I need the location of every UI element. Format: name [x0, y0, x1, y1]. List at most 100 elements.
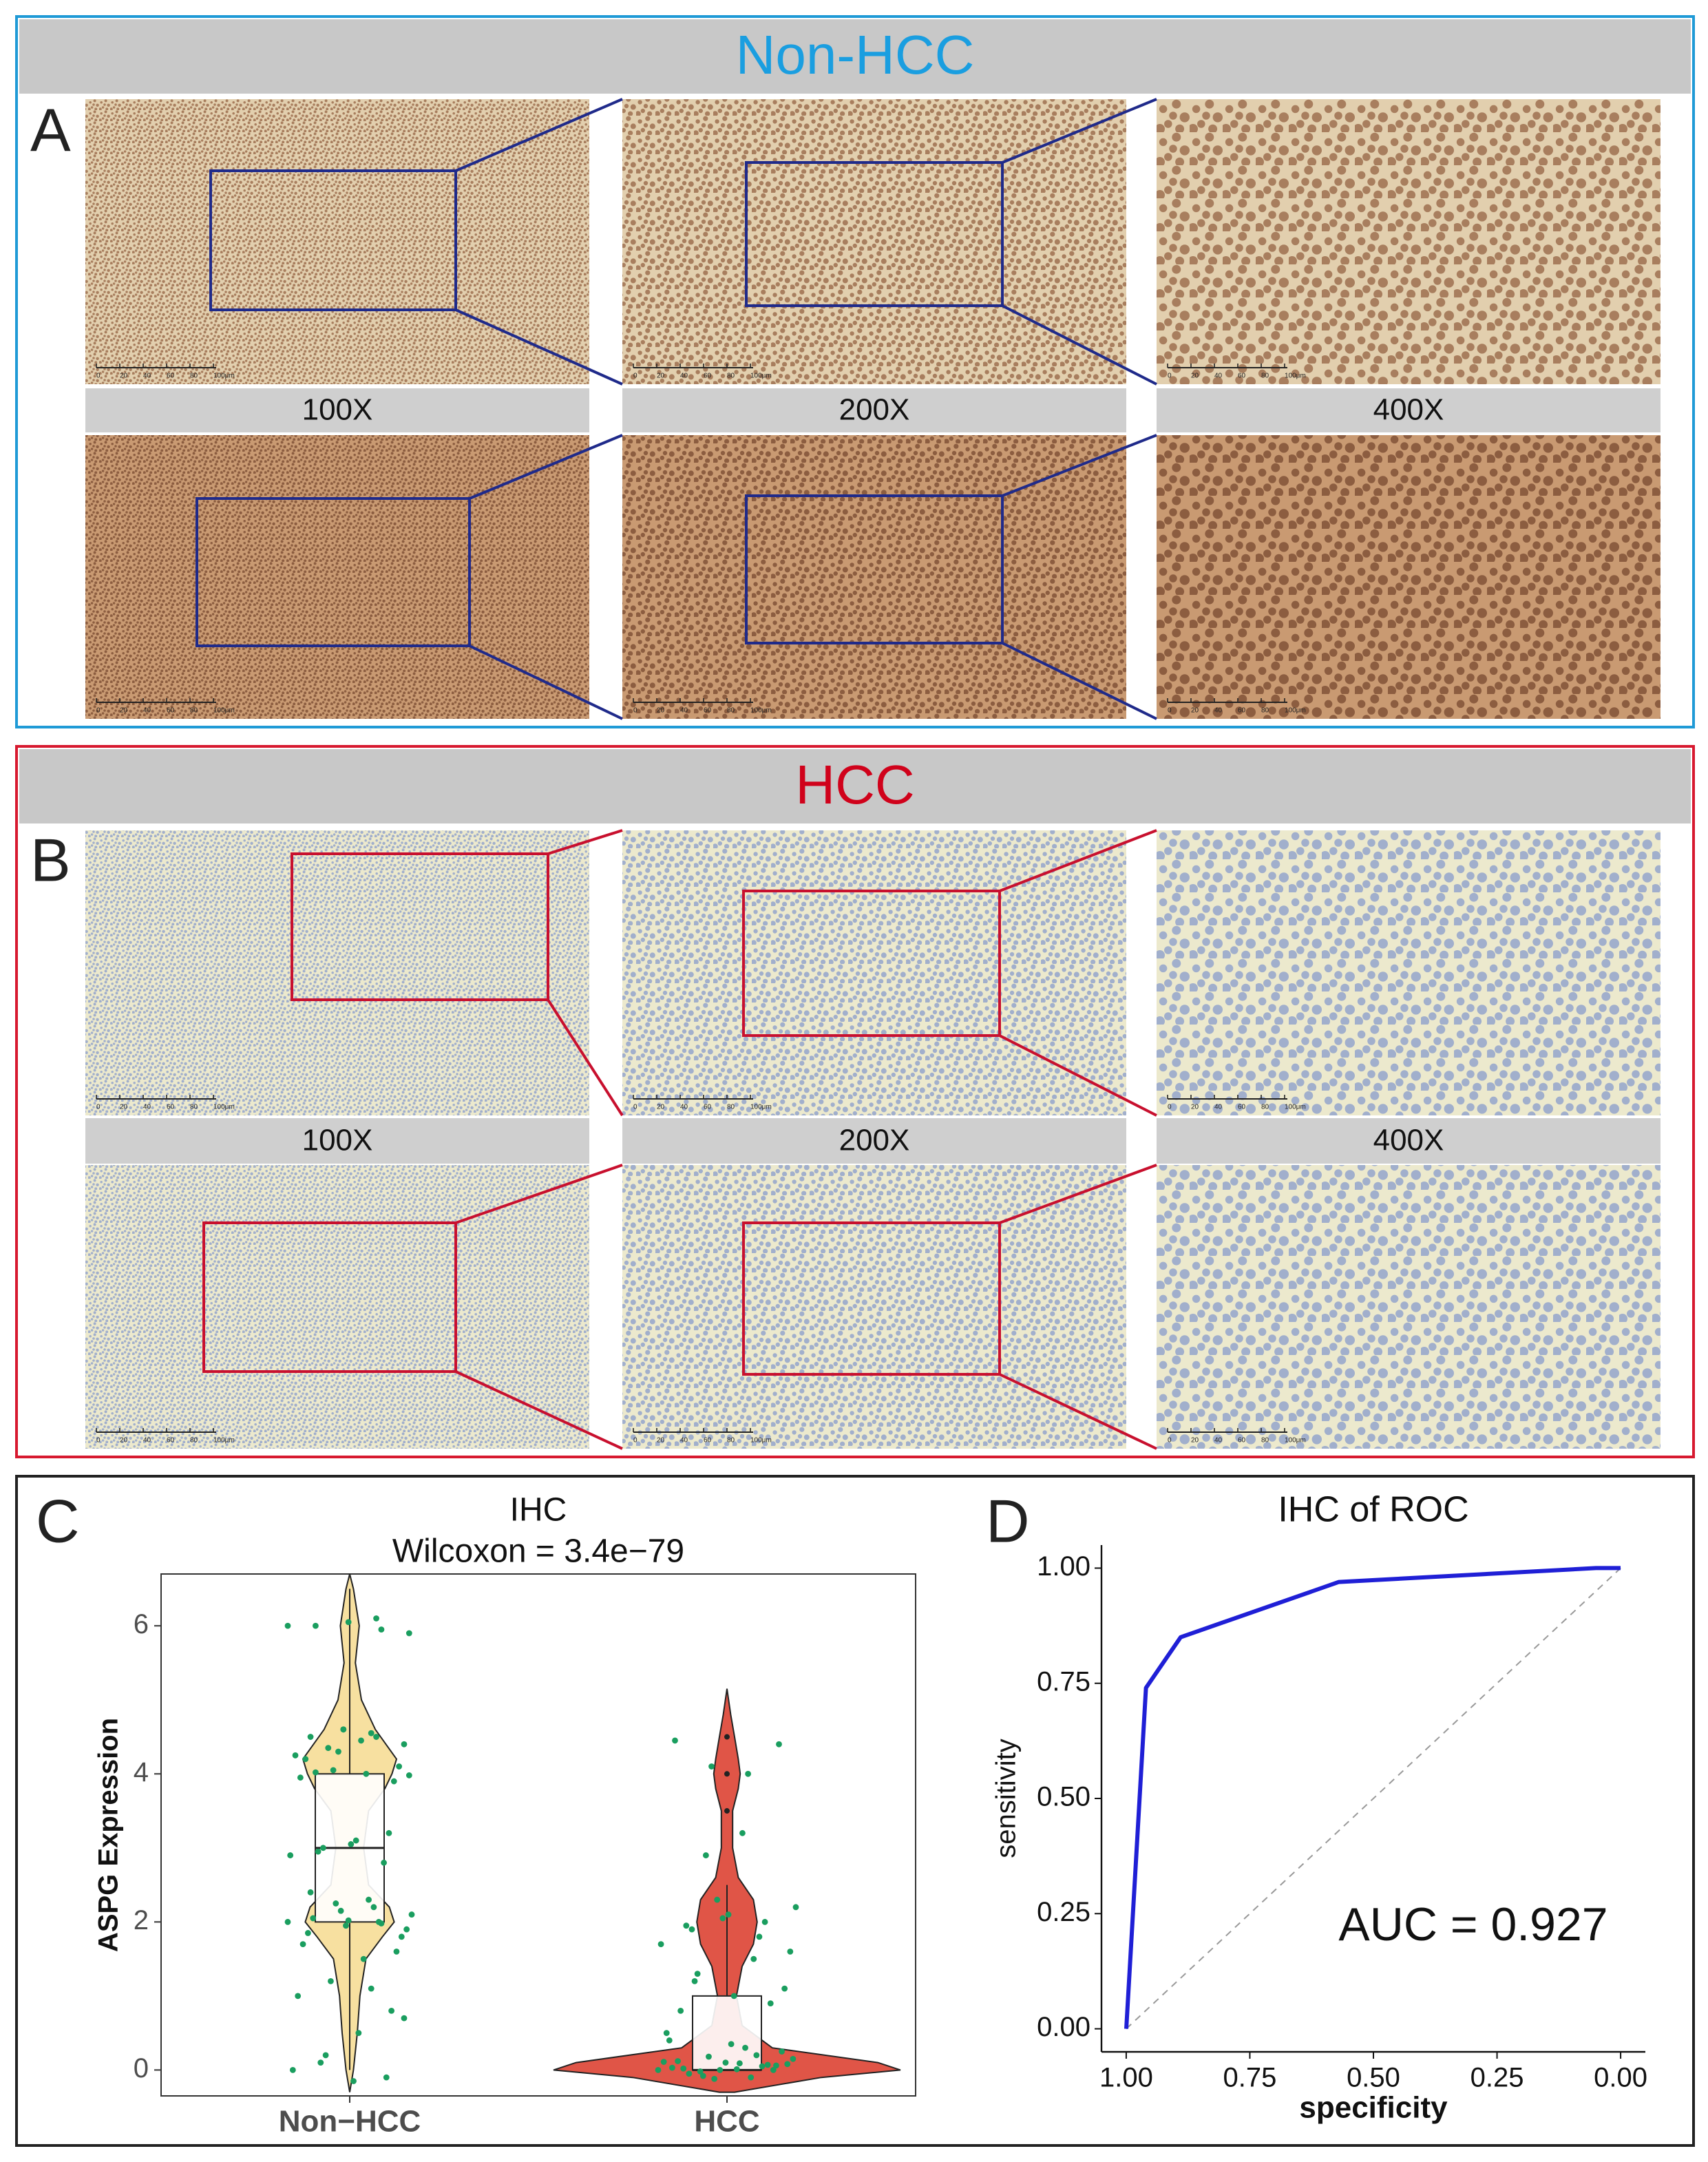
data-point	[302, 1756, 309, 1763]
data-point	[675, 2058, 681, 2064]
zoom-box	[202, 1221, 457, 1373]
micrograph	[1157, 1165, 1660, 1449]
zoom-box	[745, 494, 1004, 644]
micrograph	[622, 435, 1126, 719]
scale-label: 80	[727, 1437, 735, 1445]
panel-letter: A	[30, 96, 71, 164]
scale-label: 40	[680, 707, 688, 715]
y-tick-label: 1.00	[1037, 1551, 1090, 1582]
data-point	[779, 2048, 785, 2055]
y-tick-label: 0.25	[1037, 1897, 1090, 1927]
scale-label: 100μm	[750, 1437, 772, 1445]
scale-label: 0	[1168, 1437, 1172, 1445]
scale-label: 20	[1191, 372, 1199, 380]
scale-label: 60	[1238, 1104, 1246, 1111]
data-point	[350, 2078, 357, 2084]
data-point	[381, 1859, 387, 1866]
scale-label: 0	[633, 707, 637, 715]
x-tick-label: 0.00	[1594, 2063, 1647, 2093]
scale-label: 80	[1261, 707, 1269, 715]
data-point	[363, 1770, 370, 1777]
panel-header	[19, 19, 1691, 94]
data-point	[739, 1829, 746, 1836]
x-tick-label: 1.00	[1099, 2063, 1153, 2093]
data-point	[355, 2030, 362, 2037]
data-point	[292, 1752, 299, 1759]
data-point	[761, 1918, 768, 1925]
data-point	[325, 1745, 332, 1752]
scale-label: 100μm	[213, 1104, 235, 1111]
scale-label: 0	[96, 707, 101, 715]
micrograph	[1157, 435, 1660, 719]
scale-label: 40	[680, 372, 688, 380]
scale-label: 60	[1238, 707, 1246, 715]
zoom-line	[999, 829, 1157, 892]
data-point	[683, 1922, 690, 1929]
zoom-line	[547, 998, 624, 1117]
data-point	[307, 1889, 314, 1896]
magnification-label: 100X	[302, 1124, 373, 1157]
data-point	[295, 1993, 302, 2000]
data-point	[340, 1726, 347, 1733]
data-point	[388, 2007, 395, 2014]
micrograph	[85, 99, 589, 384]
y-tick-label: 0.75	[1037, 1666, 1090, 1697]
data-point	[708, 1763, 715, 1770]
data-point	[328, 1977, 334, 1984]
plot-border	[160, 1573, 916, 2097]
panel-letter: B	[30, 826, 71, 894]
scale-label: 20	[120, 372, 128, 380]
panel-letter: D	[986, 1487, 1030, 1555]
data-point	[767, 2000, 774, 2007]
zoom-line	[469, 434, 623, 500]
magnification-label: 400X	[1373, 393, 1444, 427]
data-point	[401, 2015, 408, 2022]
scale-label: 100μm	[750, 707, 772, 715]
data-point	[719, 1915, 726, 1922]
magnification-bar	[85, 388, 589, 432]
x-axis-label: specificity	[1299, 2091, 1448, 2125]
scale-label: 0	[633, 1104, 637, 1111]
data-point	[728, 2041, 735, 2048]
data-point	[403, 1926, 410, 1933]
roc-curve	[1124, 1566, 1621, 2029]
scale-label: 20	[120, 1437, 128, 1445]
data-point	[322, 2052, 329, 2059]
data-point	[688, 1926, 695, 1933]
scale-label: 60	[167, 1104, 175, 1111]
zoom-line	[1002, 304, 1157, 386]
scale-label: 0	[1168, 372, 1172, 380]
magnification-label: 200X	[839, 1124, 910, 1157]
x-tick-label: Non−HCC	[279, 2105, 421, 2139]
scale-label: 0	[96, 1437, 101, 1445]
scale-label: 100μm	[750, 1104, 772, 1111]
zoom-line	[469, 644, 623, 720]
scale-label: 100μm	[1285, 372, 1306, 380]
scale-label: 100μm	[1285, 1104, 1306, 1111]
y-axis-label: sensitivity	[991, 1739, 1022, 1858]
data-point	[770, 2066, 777, 2073]
micrograph	[85, 1165, 589, 1449]
micrograph	[1157, 830, 1660, 1115]
scale-label: 0	[633, 1437, 637, 1445]
data-point	[284, 1622, 291, 1629]
data-point	[313, 1769, 319, 1776]
magnification-bar	[1157, 388, 1660, 432]
data-point	[405, 1630, 412, 1637]
data-point	[672, 1737, 678, 1744]
data-point	[297, 1774, 304, 1781]
zoom-line	[1002, 98, 1157, 164]
data-point	[307, 1734, 314, 1740]
scale-label: 20	[1191, 1437, 1199, 1445]
x-tick-label: 0.50	[1347, 2063, 1400, 2093]
data-point	[663, 2030, 670, 2037]
panel-frame	[15, 15, 1695, 728]
data-point	[317, 2059, 324, 2066]
zoom-line	[455, 308, 623, 386]
zoom-line	[1002, 642, 1157, 720]
data-point	[345, 1917, 352, 1924]
panel-title: Non-HCC	[736, 24, 975, 85]
magnification-bar	[1157, 1118, 1660, 1164]
data-point	[345, 1619, 352, 1626]
scale-label: 0	[96, 1104, 101, 1111]
